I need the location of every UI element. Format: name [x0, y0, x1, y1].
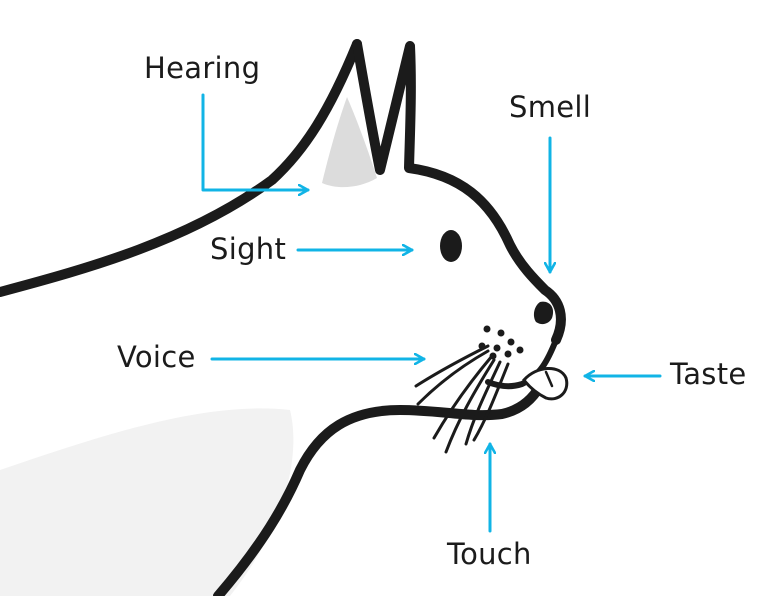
hearing-arrow	[201, 93, 310, 190]
sight-label: Sight	[210, 232, 287, 266]
touch-label: Touch	[447, 537, 532, 571]
cat-mouth-outline	[485, 337, 559, 390]
cat-ears-head-outline	[352, 39, 566, 345]
inner-ear	[322, 97, 377, 188]
smell-label: Smell	[509, 90, 592, 124]
cat-tongue	[522, 367, 569, 401]
taste-label: Taste	[670, 357, 747, 391]
whiskers	[414, 344, 510, 454]
cat-eye	[440, 230, 462, 262]
cat-nose	[533, 301, 554, 325]
body-shadow	[0, 408, 294, 596]
sense-arrows	[201, 93, 662, 533]
whisker-dots	[478, 325, 524, 360]
hearing-label: Hearing	[144, 51, 261, 85]
cat-chin-throat-outline	[213, 381, 545, 596]
cat-back-outline	[0, 39, 362, 297]
voice-label: Voice	[117, 340, 196, 374]
